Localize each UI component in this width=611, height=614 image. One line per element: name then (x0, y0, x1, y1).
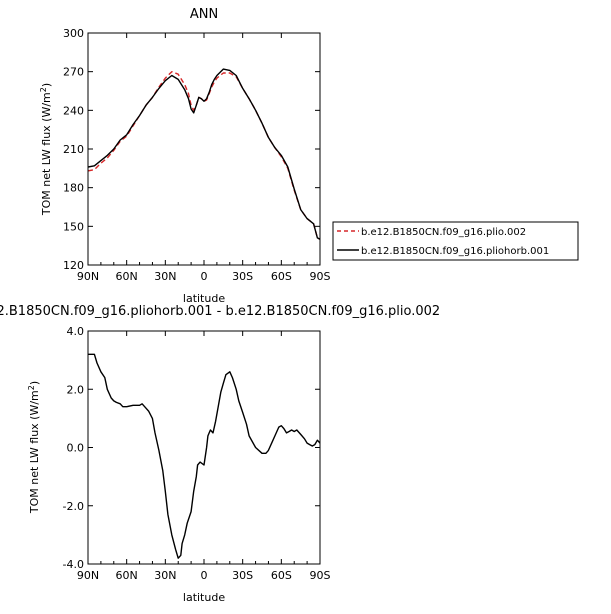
top-chart-title: ANN (190, 7, 218, 22)
bottom-x-tick-label: 0 (201, 569, 208, 582)
legend-label-pliohorb: b.e12.B1850CN.f09_g16.pliohorb.001 (361, 246, 549, 257)
bottom-series-line-0 (88, 353, 320, 559)
top-plot-frame (87, 32, 321, 266)
top-y-tick-label: 240 (63, 104, 84, 117)
top-y-tick-label: 210 (63, 143, 84, 156)
bottom-y-tick-label: 0.0 (67, 442, 85, 455)
bottom-y-tick-label: -2.0 (63, 500, 84, 513)
bottom-y-tick-label: 2.0 (67, 383, 85, 396)
top-x-axis-label: latitude (183, 292, 225, 305)
top-plot-area: 90N 60N 30N 0 30S 60S 90S 120 150 180 210 240 270 300 (63, 27, 331, 283)
bottom-y-axis-label: TOM net LW flux (W/m2) (27, 381, 41, 514)
top-series-line-1 (88, 68, 320, 240)
bottom-x-tick-label: 60S (271, 569, 292, 582)
legend-label-plio: b.e12.B1850CN.f09_g16.plio.002 (361, 227, 526, 238)
top-panel: ANN 90N 60N 30N 0 30S 60S 90S 120 150 180 210 240 27… (39, 7, 579, 305)
bottom-panel: b.e12.B1850CN.f09_g16.pliohorb.001 - b.e… (0, 304, 440, 604)
bottom-chart-title: b.e12.B1850CN.f09_g16.pliohorb.001 - b.e… (0, 304, 440, 319)
top-x-tick-label: 0 (201, 270, 208, 283)
top-x-tick-label: 90S (310, 270, 331, 283)
bottom-x-tick-label: 30N (154, 569, 176, 582)
legend-box (332, 221, 579, 261)
bottom-x-axis-label: latitude (183, 591, 225, 604)
top-y-tick-label: 150 (63, 220, 84, 233)
top-y-tick-label: 270 (63, 66, 84, 79)
bottom-x-tick-label: 90S (310, 569, 331, 582)
top-x-tick-label: 90N (77, 270, 99, 283)
top-x-tick-label: 30N (154, 270, 176, 283)
bottom-plot-frame (87, 330, 321, 565)
bottom-x-tick-label: 90N (77, 569, 99, 582)
bottom-plot-area: 90N 60N 30N 0 30S 60S 90S -4.0 -2.0 0.0 2.0 4.0 (63, 325, 331, 582)
top-x-tick-label: 30S (232, 270, 253, 283)
top-series-line-0 (88, 70, 320, 240)
top-y-tick-label: 120 (63, 259, 84, 272)
bottom-y-tick-label: 4.0 (67, 325, 85, 338)
legend: b.e12.B1850CN.f09_g16.plio.002 b.e12.B18… (332, 221, 579, 261)
top-y-tick-label: 180 (63, 182, 84, 195)
bottom-y-tick-label: -4.0 (63, 558, 84, 571)
top-x-tick-label: 60S (271, 270, 292, 283)
bottom-x-tick-label: 30S (232, 569, 253, 582)
top-x-tick-label: 60N (116, 270, 138, 283)
bottom-x-tick-label: 60N (116, 569, 138, 582)
top-y-axis-label: TOM net LW flux (W/m2) (39, 83, 53, 216)
top-y-tick-label: 300 (63, 27, 84, 40)
